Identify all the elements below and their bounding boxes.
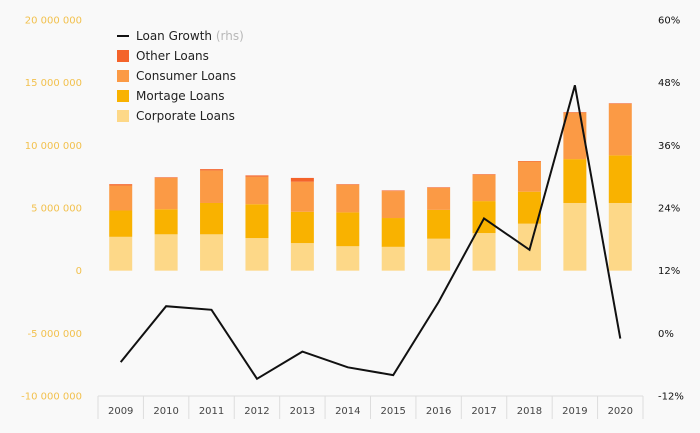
x-axis-tick-label: 2011: [199, 406, 224, 417]
left-axis-tick-label: 20 000 000: [25, 16, 82, 27]
bar-segment-corporate-loans: [472, 233, 496, 271]
right-axis-tick-label: 36%: [658, 141, 680, 152]
legend-label: Consumer Loans: [136, 69, 236, 83]
right-axis: 60% 48% 36% 24% 12% 0% -12%: [658, 16, 684, 403]
right-axis-tick-label: -12%: [658, 392, 684, 403]
bar-segment-consumer-loans: [200, 170, 224, 203]
legend-swatch: [117, 70, 129, 82]
bar-segment-other-loans: [245, 175, 269, 177]
right-axis-tick-label: 24%: [658, 204, 680, 215]
left-axis-tick-label: 15 000 000: [25, 78, 82, 89]
legend-label-suffix: (rhs): [212, 29, 244, 43]
bar-segment-corporate-loans: [427, 238, 451, 271]
bar-segment-consumer-loans: [245, 176, 269, 205]
x-axis-tick-label: 2009: [108, 406, 133, 417]
left-axis-tick-label: 10 000 000: [25, 141, 82, 152]
x-axis-tick-label: 2015: [380, 406, 405, 417]
bar-segment-other-loans: [290, 177, 314, 182]
bar-segment-corporate-loans: [290, 243, 314, 271]
x-axis-tick-label: 2020: [608, 406, 633, 417]
bar-segment-other-loans: [154, 177, 178, 178]
legend-swatch: [117, 110, 129, 122]
bar-segment-consumer-loans: [517, 161, 541, 192]
legend: Loan Growth (rhs) Other Loans Consumer Loa…: [117, 29, 244, 123]
bars: [109, 103, 632, 271]
bar-segment-other-loans: [427, 187, 451, 188]
left-axis: 20 000 000 15 000 000 10 000 000 5 000 000 0…: [21, 16, 82, 403]
legend-label: Mortage Loans: [136, 89, 225, 103]
bar-segment-mortage-loans: [290, 211, 314, 244]
left-axis-tick-label: -5 000 000: [27, 329, 82, 340]
bar-segment-consumer-loans: [381, 191, 405, 219]
bar-segment-consumer-loans: [290, 181, 314, 212]
right-axis-tick-label: 0%: [658, 329, 674, 340]
bar-segment-other-loans: [200, 169, 224, 171]
legend-label: Corporate Loans: [136, 109, 235, 123]
legend-label: Loan Growth (rhs): [136, 29, 244, 43]
bar-segment-consumer-loans: [427, 187, 451, 210]
bar-segment-mortage-loans: [154, 209, 178, 235]
bar-segment-mortage-loans: [381, 218, 405, 247]
bar-segment-consumer-loans: [336, 184, 360, 213]
bar-segment-corporate-loans: [200, 234, 224, 271]
x-axis-tick-label: 2012: [244, 406, 269, 417]
legend-swatch: [117, 50, 129, 62]
right-axis-tick-label: 12%: [658, 266, 680, 277]
bar-segment-mortage-loans: [109, 210, 133, 237]
x-axis-tick-label: 2017: [471, 406, 496, 417]
bar-segment-corporate-loans: [608, 202, 632, 271]
legend-swatch: [117, 90, 129, 102]
x-axis-tick-label: 2013: [290, 406, 315, 417]
bar-segment-corporate-loans: [109, 236, 133, 271]
x-axis-tick-label: 2010: [153, 406, 178, 417]
bar-segment-consumer-loans: [154, 177, 178, 210]
bar-segment-mortage-loans: [608, 155, 632, 203]
left-axis-tick-label: 0: [76, 266, 82, 277]
x-axis-tick-label: 2014: [335, 406, 360, 417]
right-axis-tick-label: 60%: [658, 16, 680, 27]
bar-segment-consumer-loans: [472, 174, 496, 202]
bar-segment-corporate-loans: [563, 202, 587, 271]
bar-segment-mortage-loans: [245, 204, 269, 239]
bar-segment-mortage-loans: [517, 191, 541, 224]
x-axis: 2009 2010 2011 2012 2013 2014 2015 2016 2017 2018…: [97, 395, 644, 419]
left-axis-tick-label: -10 000 000: [21, 392, 82, 403]
bar-segment-mortage-loans: [563, 159, 587, 203]
bar-segment-mortage-loans: [336, 212, 360, 247]
loan-growth-line: [119, 85, 622, 381]
x-axis-tick-label: 2016: [426, 406, 451, 417]
bar-segment-other-loans: [472, 174, 496, 175]
bar-segment-other-loans: [109, 184, 133, 186]
legend-label: Other Loans: [136, 49, 209, 63]
bar-segment-other-loans: [608, 103, 632, 104]
right-axis-tick-label: 48%: [658, 78, 680, 89]
bar-segment-other-loans: [563, 112, 587, 113]
bar-segment-consumer-loans: [608, 103, 632, 156]
bar-segment-corporate-loans: [381, 246, 405, 271]
bar-segment-corporate-loans: [245, 238, 269, 271]
bar-segment-mortage-loans: [427, 209, 451, 239]
bar-segment-corporate-loans: [336, 246, 360, 271]
x-axis-tick-label: 2018: [517, 406, 542, 417]
bar-segment-other-loans: [336, 184, 360, 185]
bar-segment-mortage-loans: [200, 202, 224, 235]
bar-segment-other-loans: [381, 190, 405, 192]
left-axis-tick-label: 5 000 000: [31, 204, 82, 215]
bar-segment-consumer-loans: [109, 185, 133, 211]
bar-segment-other-loans: [517, 161, 541, 162]
x-axis-tick-label: 2019: [562, 406, 587, 417]
bar-segment-corporate-loans: [154, 234, 178, 271]
bar-segment-consumer-loans: [563, 112, 587, 160]
loan-growth-line-group: [119, 85, 622, 381]
bar-segment-mortage-loans: [472, 201, 496, 234]
